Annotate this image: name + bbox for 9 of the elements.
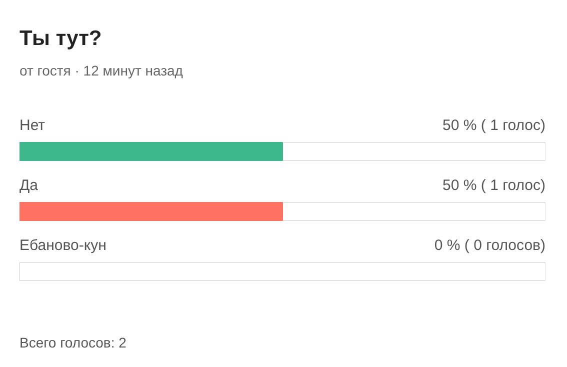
chart-subtitle: от гостя · 12 минут назад	[20, 62, 183, 78]
data-label: 50 % ( 1 голос)	[442, 117, 546, 134]
y-tick-label: Нет	[20, 117, 46, 134]
text: Всего голосов: 2	[20, 334, 127, 350]
data-label: 50 % ( 1 голос)	[442, 177, 546, 194]
y-tick-label: Да	[20, 177, 39, 194]
y-tick-label: Ебаново-кун	[20, 237, 106, 254]
data-label: 0 % ( 0 голосов)	[434, 237, 546, 254]
chart-title: Ты тут?	[20, 27, 102, 50]
